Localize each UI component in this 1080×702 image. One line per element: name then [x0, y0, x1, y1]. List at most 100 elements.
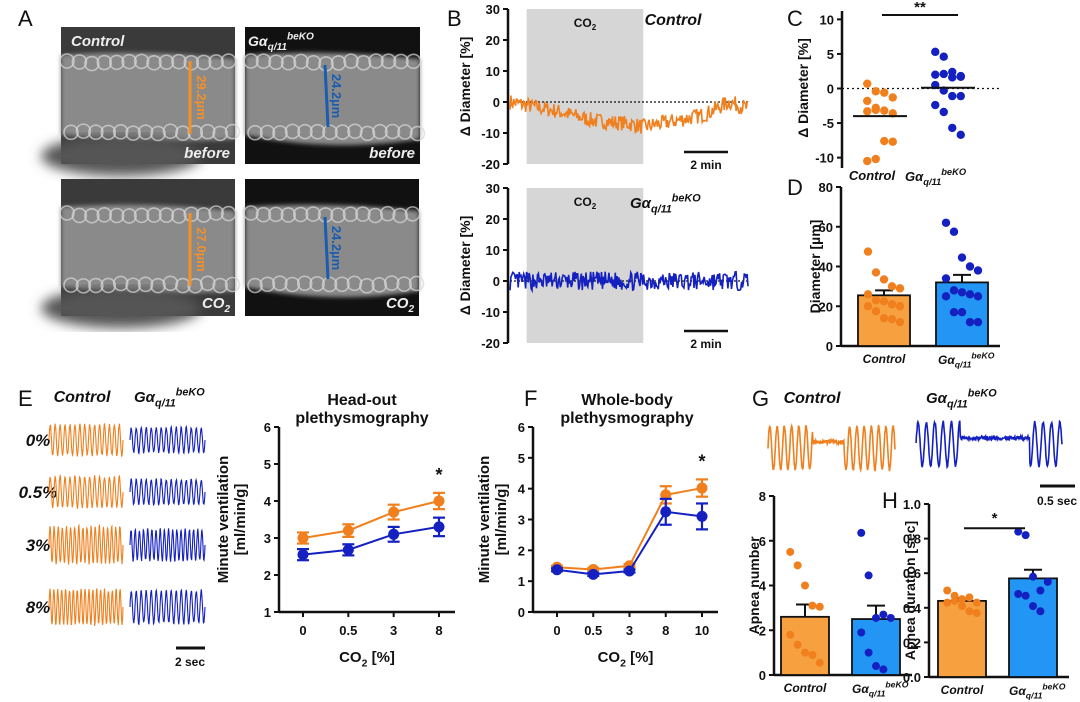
trace-title: Control	[645, 12, 702, 29]
panel-h-bar: 0.0 0.2 0.4 0.6 0.8 1.0 Apnea duration [sec] Co…	[902, 497, 1069, 701]
data-point	[871, 87, 880, 96]
ko-group-label: Gαq/11beKO	[248, 32, 314, 54]
panelH-y-tick-label: 1.0	[903, 497, 921, 512]
endothelial-cell	[125, 125, 141, 141]
panelE-y-tick-label: 3	[264, 531, 271, 546]
data-point	[886, 613, 895, 622]
endothelial-cell	[322, 124, 338, 141]
endothelial-cell	[208, 205, 224, 221]
panel-label-b: B	[447, 6, 462, 31]
data-point	[958, 595, 966, 604]
endothelial-cell	[84, 207, 100, 224]
x-tick-label: 0	[299, 623, 306, 638]
endothelial-cell	[259, 276, 276, 293]
panel-c-y-tick-label: -10	[815, 151, 834, 166]
endothelial-cell	[247, 124, 263, 141]
panelH-y-tick-label: 0.6	[903, 566, 921, 581]
data-point	[871, 105, 880, 115]
data-point	[864, 571, 873, 580]
panelB1-y-tick-label: -20	[481, 157, 500, 172]
data-point	[965, 317, 975, 327]
endothelial-cell	[96, 207, 113, 223]
panelG-y-tick-label: 6	[759, 534, 766, 549]
y-axis-label-line1: Minute ventilation	[215, 456, 232, 584]
endothelial-cell	[321, 276, 338, 293]
bar	[780, 615, 830, 676]
significance-marker: *	[435, 465, 442, 485]
endothelial-cell	[405, 53, 422, 70]
data-point	[297, 532, 309, 544]
data-point	[973, 266, 983, 275]
endothelial-cell	[272, 275, 288, 291]
endothelial-cell	[347, 123, 363, 140]
data-point	[863, 79, 872, 88]
x-tick-label: Gαq/11beKO	[905, 167, 967, 187]
data-point	[949, 308, 959, 317]
endothelial-cell	[121, 53, 137, 70]
x-axis-label: CO2 [%]	[339, 649, 395, 670]
data-point	[587, 568, 599, 580]
panel-d-bar: 0 20 40 60 80 Diameter [µm] Control Gαq/11beKO	[807, 180, 1000, 370]
respiratory-trace	[129, 527, 206, 563]
endothelial-cell	[380, 53, 397, 70]
endothelial-cell	[408, 275, 425, 292]
endothelial-cell	[259, 124, 276, 141]
data-point	[872, 613, 880, 622]
data-point	[815, 658, 824, 667]
panel-a-micrographs: 29.2µm Control before 24.2µm Gαq/11beKO befor…	[41, 27, 426, 328]
significance-marker: *	[698, 451, 705, 471]
data-point	[864, 648, 873, 657]
endothelial-cell	[396, 276, 412, 292]
diameter-trace	[509, 269, 749, 294]
endothelial-cell	[100, 124, 117, 141]
data-point	[297, 549, 309, 561]
data-point	[871, 307, 881, 316]
endothelial-cell	[133, 53, 150, 70]
endothelial-cell	[63, 124, 79, 141]
endothelial-cell	[247, 277, 263, 294]
data-point	[801, 648, 809, 657]
co2-shaded-region	[526, 9, 644, 164]
data-point	[941, 292, 951, 301]
data-point	[871, 268, 881, 277]
endothelial-cell	[284, 123, 301, 140]
respiratory-trace	[129, 477, 206, 507]
y-axis-label-line2: [ml/min/g]	[493, 484, 510, 556]
chart-title-line1: Head-out	[327, 392, 397, 409]
panelE-y-tick-label: 6	[264, 420, 271, 435]
micrograph-1: 29.2µm Control before	[41, 27, 241, 176]
data-point	[1043, 577, 1052, 586]
x-tick-label: 0.5	[584, 623, 602, 638]
data-point	[888, 137, 897, 146]
endothelial-cell	[171, 53, 187, 70]
x-axis-label: CO2 [%]	[598, 649, 654, 670]
tissue-shadow	[41, 288, 201, 328]
x-tick-label: Gαq/11beKO	[852, 680, 909, 699]
endothelial-cell	[71, 207, 88, 224]
data-point	[939, 107, 948, 117]
x-tick-label: 3	[390, 623, 397, 638]
endothelial-cell	[296, 275, 313, 292]
y-axis-label-line1: Minute ventilation	[476, 456, 493, 584]
panel-label-a: A	[18, 6, 33, 31]
endothelial-cell	[392, 207, 408, 224]
data-point	[1029, 572, 1037, 581]
data-point	[1014, 589, 1023, 598]
panelD-y-tick-label: 80	[819, 180, 833, 195]
data-point	[342, 525, 354, 537]
endothelial-cell	[84, 55, 100, 72]
data-point	[943, 586, 952, 595]
co2-concentration-label: 0.5%	[19, 483, 58, 502]
data-point	[863, 96, 872, 106]
data-point	[872, 662, 880, 671]
endothelial-cell	[158, 207, 175, 223]
panelH-y-tick-label: 0.8	[903, 532, 921, 547]
data-point	[815, 602, 824, 611]
data-point	[887, 300, 897, 309]
y-axis-label: Apnea duration [sec]	[902, 521, 918, 660]
endothelial-cell	[409, 125, 426, 142]
co2-concentration-label: 8%	[26, 598, 51, 617]
data-point	[793, 640, 802, 649]
data-point	[939, 52, 948, 61]
panel-label-d: D	[787, 175, 803, 200]
